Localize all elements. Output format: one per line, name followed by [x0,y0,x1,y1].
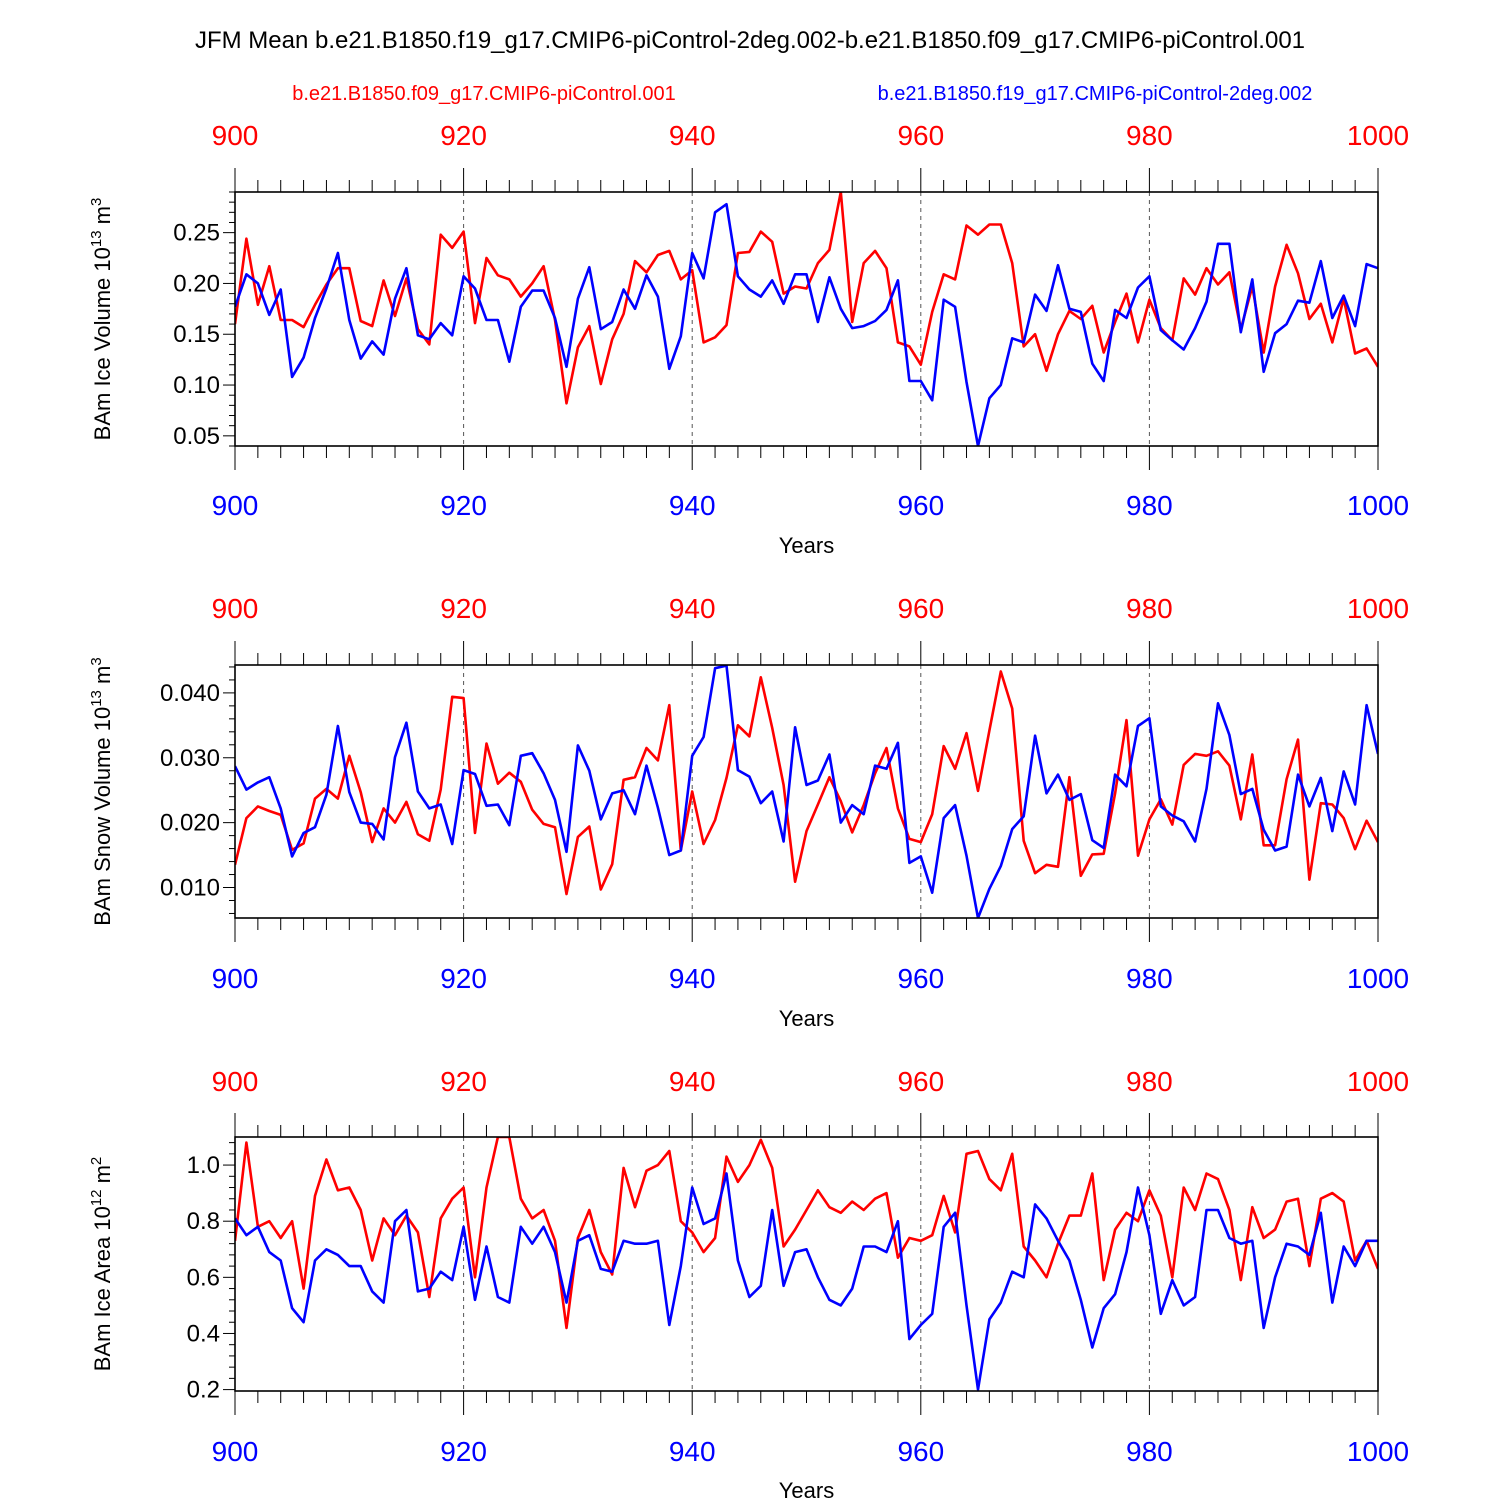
y-tick-label: 0.05 [173,423,220,450]
x-tick-label-top: 960 [897,593,944,624]
x-tick-label-bottom: 980 [1126,1436,1173,1467]
y-axis-label-text: BAm Ice Volume 10 [90,247,115,440]
y-axis-label: BAm Snow Volume 1013 m3 [88,657,115,925]
x-tick-label-top: 940 [669,120,716,151]
y-tick-label: 0.010 [160,875,220,902]
x-tick-label-top: 920 [440,1066,487,1097]
plot-frame [234,1136,1379,1392]
series-line-red [235,1137,1378,1330]
panel-3: 0.2 0.4 0.6 0.8 1.0 900 900 920 920 940 940 960 960 9… [88,1066,1409,1503]
y-axis-unit-power: 3 [88,198,105,206]
figure-title: JFM Mean b.e21.B1850.f19_g17.CMIP6-piCon… [195,27,1305,54]
x-tick-label-bottom: 920 [440,963,487,994]
legend-red-series: b.e21.B1850.f09_g17.CMIP6-piControl.001 [292,83,676,105]
x-tick-label-bottom: 960 [897,1436,944,1467]
x-axis-label: Years [779,1006,834,1031]
x-tick-label-top: 960 [897,1066,944,1097]
x-tick-label-top: 940 [669,1066,716,1097]
x-tick-label-top: 900 [212,120,259,151]
y-axis-label-text: BAm Ice Area 10 [90,1206,115,1371]
x-axis-label: Years [779,533,834,558]
x-tick-label-top: 920 [440,120,487,151]
x-tick-label-bottom: 940 [669,963,716,994]
x-tick-label-top: 1000 [1347,120,1409,151]
x-tick-label-bottom: 960 [897,490,944,521]
y-tick-label: 0.020 [160,810,220,837]
y-tick-label: 0.8 [187,1208,220,1235]
y-axis-unit-name: m [90,666,115,690]
y-tick-label: 0.25 [173,220,220,247]
x-tick-label-top: 900 [212,1066,259,1097]
y-axis-unit-exponent: 13 [88,690,105,707]
plot-frame [234,191,1379,447]
x-tick-label-top: 980 [1126,120,1173,151]
y-axis-unit-name: m [90,1165,115,1189]
x-tick-label-bottom: 940 [669,1436,716,1467]
x-tick-label-bottom: 900 [212,490,259,521]
x-tick-label-top: 940 [669,593,716,624]
panel-1: 0.05 0.10 0.15 0.20 0.25 900 900 920 920 940 940 96… [88,120,1409,558]
x-tick-label-bottom: 980 [1126,490,1173,521]
x-tick-label-bottom: 1000 [1347,963,1409,994]
y-tick-label: 0.4 [187,1320,220,1347]
y-tick-label: 0.030 [160,745,220,772]
x-axis-label: Years [779,1478,834,1500]
x-tick-label-bottom: 900 [212,963,259,994]
y-tick-label: 0.040 [160,680,220,707]
x-tick-label-top: 980 [1126,1066,1173,1097]
y-tick-label: 0.2 [187,1377,220,1404]
y-axis-unit-exponent: 13 [88,230,105,247]
y-axis-label: BAm Ice Volume 1013 m3 [88,198,115,441]
y-axis-unit-exponent: 12 [88,1190,105,1207]
x-tick-label-top: 980 [1126,593,1173,624]
y-axis-unit-power: 3 [88,657,105,665]
y-axis-label-text: BAm Snow Volume 10 [90,707,115,926]
panel-2: 0.010 0.020 0.030 0.040 900 900 920 920 940 940 96… [88,593,1409,1031]
y-axis-unit-name: m [90,206,115,230]
x-tick-label-bottom: 1000 [1347,1436,1409,1467]
y-tick-label: 0.15 [173,321,220,348]
plot-frame [234,664,1379,919]
series-line-blue [235,665,1378,918]
x-tick-label-bottom: 940 [669,490,716,521]
x-tick-label-bottom: 1000 [1347,490,1409,521]
x-tick-label-top: 1000 [1347,1066,1409,1097]
x-tick-label-top: 1000 [1347,593,1409,624]
series-line-blue [235,202,1378,446]
legend-blue-series: b.e21.B1850.f19_g17.CMIP6-piControl-2deg… [878,83,1313,105]
x-tick-label-top: 900 [212,593,259,624]
series-line-red [235,670,1378,896]
x-tick-label-bottom: 960 [897,963,944,994]
y-tick-label: 0.6 [187,1264,220,1291]
x-tick-label-bottom: 980 [1126,963,1173,994]
series-line-blue [235,1172,1378,1391]
y-tick-label: 1.0 [187,1152,220,1179]
x-tick-label-top: 920 [440,593,487,624]
y-axis-label: BAm Ice Area 1012 m2 [88,1157,115,1372]
x-tick-label-bottom: 920 [440,490,487,521]
y-tick-label: 0.20 [173,270,220,297]
x-tick-label-top: 960 [897,120,944,151]
x-tick-label-bottom: 900 [212,1436,259,1467]
y-axis-unit-power: 2 [88,1157,105,1165]
x-tick-label-bottom: 920 [440,1436,487,1467]
y-tick-label: 0.10 [173,372,220,399]
